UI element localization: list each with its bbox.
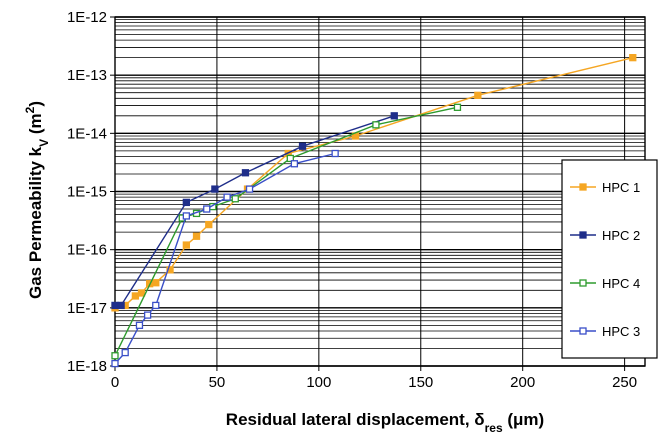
data-point (390, 112, 398, 120)
y-tick-label: 1E-15 (67, 184, 107, 201)
data-point (331, 149, 339, 158)
y-tick-label: 1E-12 (67, 9, 107, 26)
data-point (579, 183, 587, 191)
data-point (453, 103, 462, 111)
data-point (182, 198, 190, 207)
data-point (245, 185, 254, 193)
series-hpc-3 (111, 149, 339, 368)
data-point (152, 301, 160, 310)
y-tick-label: 1E-14 (67, 125, 107, 142)
data-point (121, 348, 129, 357)
gridlines (114, 16, 646, 367)
data-point (137, 289, 146, 297)
legend-label: HPC 1 (602, 180, 640, 195)
x-tick-label: 250 (612, 374, 637, 391)
data-point (111, 352, 119, 360)
data-point (223, 193, 231, 201)
data-point (182, 212, 190, 220)
series-hpc-2 (111, 112, 398, 310)
legend-label: HPC 3 (602, 324, 640, 339)
axis-ticks: 1E-18 1E-17 1E-16 1E-15 1E-14 1E-13 1E-12 0 50 10… (67, 9, 637, 391)
legend-item: HPC 2 (570, 228, 640, 243)
y-tick-label: 1E-18 (67, 358, 107, 375)
y-tick-label: 1E-13 (67, 67, 107, 84)
data-point (135, 321, 144, 329)
x-axis-title: Residual lateral displacement, δres (μm) (226, 410, 544, 435)
legend-box (561, 159, 658, 359)
data-point (192, 232, 201, 240)
x-tick-label: 100 (306, 374, 331, 391)
data-point (111, 359, 119, 368)
y-tick-label: 1E-16 (67, 242, 107, 259)
legend-item: HPC 3 (570, 324, 640, 339)
y-tick-label: 1E-17 (67, 300, 107, 317)
data-point (182, 241, 190, 249)
data-point (211, 185, 219, 193)
x-tick-label: 50 (209, 374, 226, 391)
data-point (152, 279, 160, 287)
data-point (111, 301, 119, 310)
data-point (579, 279, 587, 287)
legend-label: HPC 4 (602, 276, 640, 291)
data-point (203, 205, 211, 213)
data-point (474, 91, 482, 99)
data-point (117, 301, 125, 310)
data-series (111, 54, 637, 368)
data-point (579, 327, 587, 335)
x-tick-label: 0 (111, 374, 119, 391)
legend-item: HPC 1 (570, 180, 640, 195)
legend-item: HPC 4 (570, 276, 640, 291)
x-tick-label: 200 (510, 374, 535, 391)
y-axis-title: Gas Permeability kV (m2) (23, 101, 51, 299)
data-point (298, 142, 307, 150)
data-point (231, 195, 239, 203)
data-point (290, 160, 299, 168)
legend: HPC 1 HPC 2 HPC 4 HPC 3 (561, 159, 658, 359)
data-point (579, 231, 587, 239)
data-point (372, 121, 380, 129)
data-point (629, 54, 637, 62)
data-point (166, 266, 174, 274)
data-point (143, 311, 152, 319)
data-point (241, 169, 250, 177)
data-point (286, 154, 294, 163)
legend-label: HPC 2 (602, 228, 640, 243)
data-point (131, 292, 140, 300)
data-point (205, 220, 213, 229)
x-tick-label: 150 (408, 374, 433, 391)
